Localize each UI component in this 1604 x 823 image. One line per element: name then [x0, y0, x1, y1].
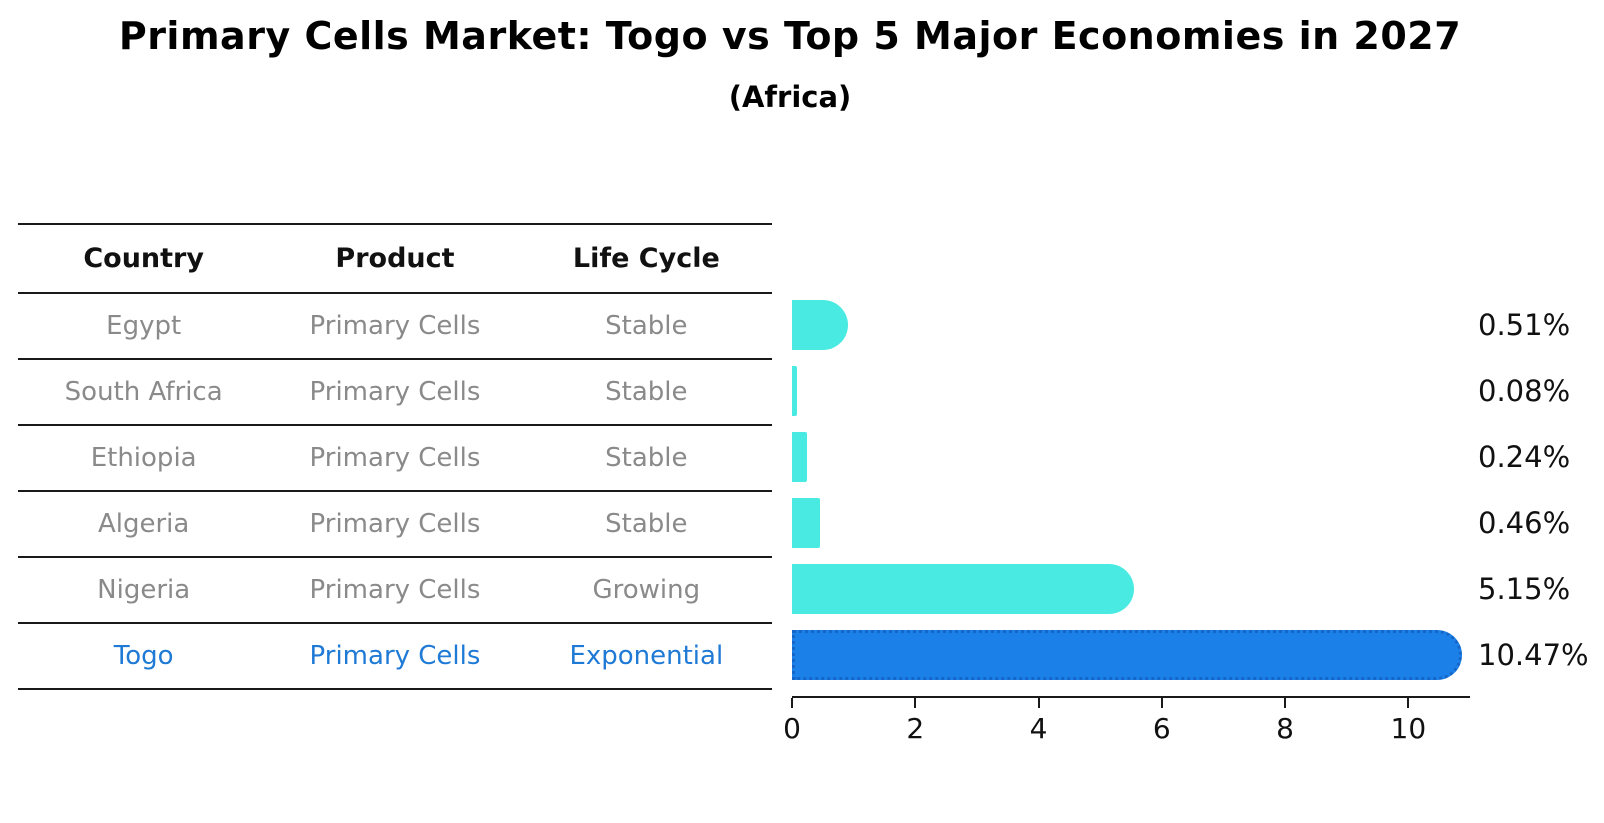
bar-south-africa [792, 366, 797, 416]
table-row: South Africa Primary Cells Stable [18, 360, 772, 426]
value-label: 10.47% [1478, 638, 1589, 672]
table-row: Algeria Primary Cells Stable [18, 492, 772, 558]
x-axis-tick [1407, 698, 1410, 708]
table-cell-product: Primary Cells [309, 377, 481, 407]
chart-subtitle: (Africa) [728, 80, 852, 114]
x-axis-tick-label: 8 [1276, 712, 1294, 745]
value-label: 0.24% [1478, 440, 1571, 474]
table-row: Nigeria Primary Cells Growing [18, 558, 772, 624]
table-row: Egypt Primary Cells Stable [18, 294, 772, 360]
table-cell-country: Nigeria [97, 575, 191, 605]
bar-algeria [792, 498, 821, 548]
value-label: 0.46% [1478, 506, 1571, 540]
table-cell-country: Togo [113, 641, 174, 671]
x-axis-tick [791, 698, 793, 708]
table-cell-product: Primary Cells [309, 443, 481, 473]
table-cell-lifecycle: Exponential [569, 641, 724, 671]
value-label: 0.51% [1478, 308, 1571, 342]
table-cell-country: South Africa [64, 377, 223, 407]
x-axis-tick [1037, 698, 1040, 708]
bar-togo [792, 630, 1463, 680]
table-row: Ethiopia Primary Cells Stable [18, 426, 772, 492]
x-axis-tick-label: 0 [783, 712, 801, 745]
table-cell-country: Egypt [106, 311, 182, 341]
table-row: Togo Primary Cells Exponential [18, 624, 772, 690]
x-axis-tick-label: 10 [1390, 712, 1427, 745]
table-header-product: Product [335, 243, 455, 274]
table-cell-product: Primary Cells [309, 311, 481, 341]
x-axis-tick [914, 698, 917, 708]
table-cell-lifecycle: Growing [592, 575, 701, 605]
table-cell-lifecycle: Stable [605, 377, 688, 407]
table-cell-lifecycle: Stable [605, 311, 688, 341]
x-axis-line [792, 696, 1470, 698]
table-cell-product: Primary Cells [309, 509, 481, 539]
table-cell-product: Primary Cells [309, 641, 481, 671]
value-label: 0.08% [1478, 374, 1571, 408]
chart-title: Primary Cells Market: Togo vs Top 5 Majo… [118, 14, 1462, 58]
data-table: Country Product Life Cycle Egypt Primary … [18, 223, 772, 690]
table-cell-lifecycle: Stable [605, 443, 688, 473]
table-cell-country: Ethiopia [90, 443, 197, 473]
bar-egypt [792, 300, 849, 350]
table-header-row: Country Product Life Cycle [18, 225, 772, 294]
bar-nigeria [792, 564, 1135, 614]
table-cell-lifecycle: Stable [605, 509, 688, 539]
x-axis-tick [1284, 698, 1287, 708]
x-axis-tick [1160, 698, 1163, 708]
x-axis-tick-label: 2 [906, 712, 925, 745]
x-axis-tick-label: 6 [1152, 712, 1171, 745]
table-cell-country: Algeria [97, 509, 190, 539]
table-header-country: Country [83, 243, 204, 274]
value-label: 5.15% [1478, 572, 1571, 606]
table-cell-product: Primary Cells [309, 575, 481, 605]
table-header-lifecycle: Life Cycle [572, 243, 720, 274]
x-axis-tick-label: 4 [1029, 712, 1048, 745]
bar-ethiopia [792, 432, 807, 482]
